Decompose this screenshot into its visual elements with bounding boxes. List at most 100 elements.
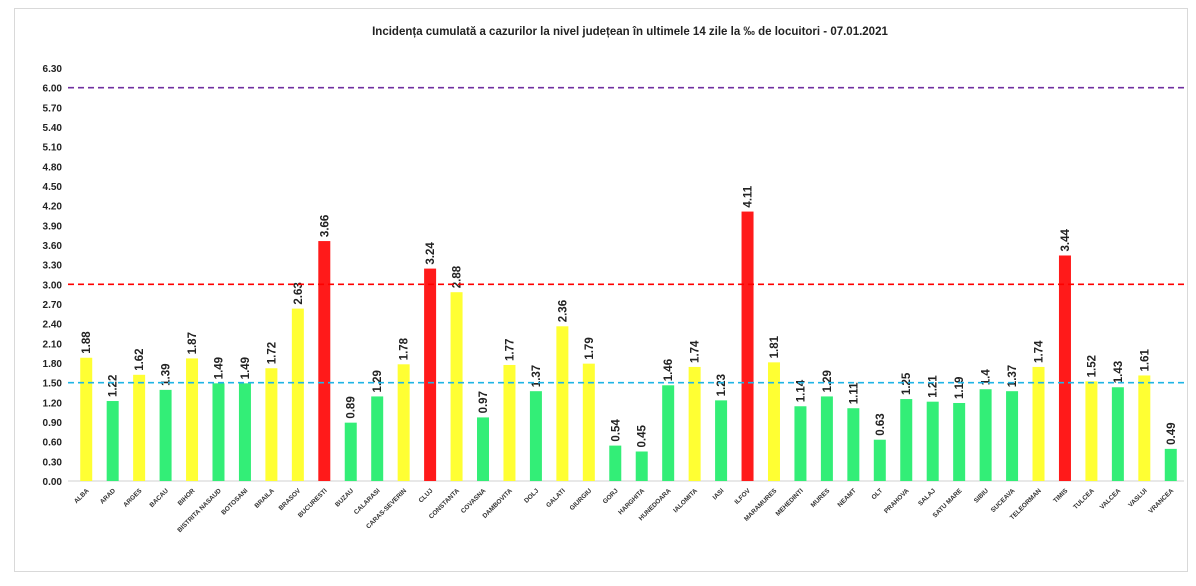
data-label: 4.11	[743, 185, 755, 207]
bar-arad	[106, 401, 119, 481]
bar-hunedoara	[662, 385, 675, 481]
data-label: 1.22	[108, 375, 120, 397]
x-tick-label: GIURGIU	[569, 487, 594, 512]
x-tick-label: IASI	[712, 487, 726, 501]
data-label: 1.49	[213, 357, 225, 379]
data-label: 1.25	[901, 372, 913, 395]
data-label: 1.37	[1007, 365, 1019, 387]
x-tick-label: MURES	[810, 487, 832, 509]
x-tick-label: ARGES	[122, 487, 144, 509]
bar-caras-severin	[397, 364, 410, 481]
data-label: 2.88	[452, 265, 464, 288]
x-tick-label: NEAMT	[836, 487, 857, 508]
bar-ialomita	[688, 366, 701, 481]
x-tick-label: ALBA	[73, 487, 91, 505]
data-label: 1.52	[1086, 355, 1098, 377]
data-label: 1.74	[690, 340, 702, 363]
bar-botosani	[238, 383, 251, 481]
data-label: 1.49	[240, 357, 252, 379]
bar-satu-mare	[953, 402, 966, 481]
bar-bistrita-nasaud	[212, 383, 225, 481]
bar-bacau	[159, 389, 172, 481]
bar-iasi	[715, 400, 728, 481]
bar-buzau	[344, 422, 357, 481]
y-tick-label: 3.90	[43, 221, 63, 232]
data-label: 1.78	[399, 337, 411, 360]
x-tick-label: PRAHOVA	[883, 487, 911, 515]
x-tick-label: OLT	[870, 487, 884, 501]
x-tick-label: VRANCEA	[1148, 487, 1176, 515]
y-tick-label: 0.60	[43, 438, 63, 449]
data-label: 3.66	[319, 215, 331, 237]
data-label: 1.46	[663, 359, 675, 381]
bar-harghita	[635, 451, 648, 481]
y-tick-label: 4.80	[43, 162, 63, 173]
bar-neamt	[847, 408, 860, 481]
bar-covasna	[477, 417, 490, 481]
x-tick-label: GALATI	[545, 487, 567, 509]
bar-dolj	[529, 391, 542, 481]
x-tick-label: BRAILA	[253, 487, 276, 510]
bar-salaj	[926, 401, 939, 481]
data-label: 1.79	[584, 337, 596, 359]
bar-ilfov	[741, 211, 754, 482]
bar-brasov	[291, 308, 304, 481]
data-label: 2.36	[557, 300, 569, 322]
y-tick-label: 3.60	[43, 241, 63, 252]
data-label: 1.74	[1034, 340, 1046, 363]
bar-bihor	[186, 358, 199, 481]
data-label: 1.87	[187, 332, 199, 354]
data-label: 1.72	[266, 342, 278, 364]
x-tick-label: CLUJ	[418, 487, 435, 504]
bar-mures	[820, 396, 833, 481]
bar-dambovita	[503, 364, 516, 481]
bar-valcea	[1111, 387, 1124, 481]
y-tick-label: 1.80	[43, 359, 63, 370]
x-tick-label: DOLJ	[523, 487, 540, 504]
y-tick-label: 0.00	[43, 477, 63, 488]
bar-cluj	[424, 268, 437, 481]
data-label: 1.19	[954, 377, 966, 399]
x-tick-label: TULCEA	[1072, 487, 1096, 511]
x-tick-label: GORJ	[602, 487, 620, 505]
bar-galati	[556, 326, 569, 481]
x-tick-label: IALOMITA	[672, 487, 699, 514]
y-tick-label: 4.50	[43, 182, 63, 193]
x-tick-label: BUZAU	[334, 487, 355, 508]
y-tick-label: 2.70	[43, 300, 63, 311]
y-tick-label: 1.50	[43, 379, 63, 390]
x-tick-label: SIBIU	[973, 487, 990, 504]
chart-title: Incidența cumulată a cazurilor la nivel …	[372, 26, 888, 38]
bar-olt	[873, 439, 886, 481]
data-label: 1.29	[372, 370, 384, 392]
data-label: 1.37	[531, 365, 543, 387]
y-tick-label: 2.40	[43, 320, 63, 331]
y-tick-label: 3.00	[43, 280, 63, 291]
data-label: 0.97	[478, 391, 490, 413]
y-tick-label: 0.30	[43, 457, 63, 468]
data-label: 1.4	[981, 369, 993, 386]
bar-gorj	[609, 445, 622, 481]
x-tick-label: BIHOR	[177, 487, 197, 507]
y-tick-label: 5.10	[43, 143, 63, 154]
chart-frame	[14, 8, 1188, 572]
bar-suceava	[1006, 391, 1019, 481]
data-label: 1.81	[769, 335, 781, 358]
y-tick-label: 0.90	[43, 418, 63, 429]
data-label: 0.45	[637, 425, 649, 448]
data-label: 3.44	[1060, 229, 1072, 252]
x-tick-label: BACAU	[148, 487, 170, 509]
y-tick-label: 6.30	[43, 64, 63, 75]
data-label: 1.23	[716, 374, 728, 396]
data-label: 1.29	[822, 370, 834, 392]
bar-constanta	[450, 292, 463, 481]
data-label: 1.77	[504, 339, 516, 361]
y-tick-label: 1.20	[43, 398, 63, 409]
x-tick-label: BOTOSANI	[220, 487, 249, 516]
y-tick-label: 4.20	[43, 202, 63, 213]
data-label: 1.21	[928, 375, 940, 398]
bar-alba	[80, 357, 93, 481]
x-tick-label: SALAJ	[917, 487, 937, 507]
